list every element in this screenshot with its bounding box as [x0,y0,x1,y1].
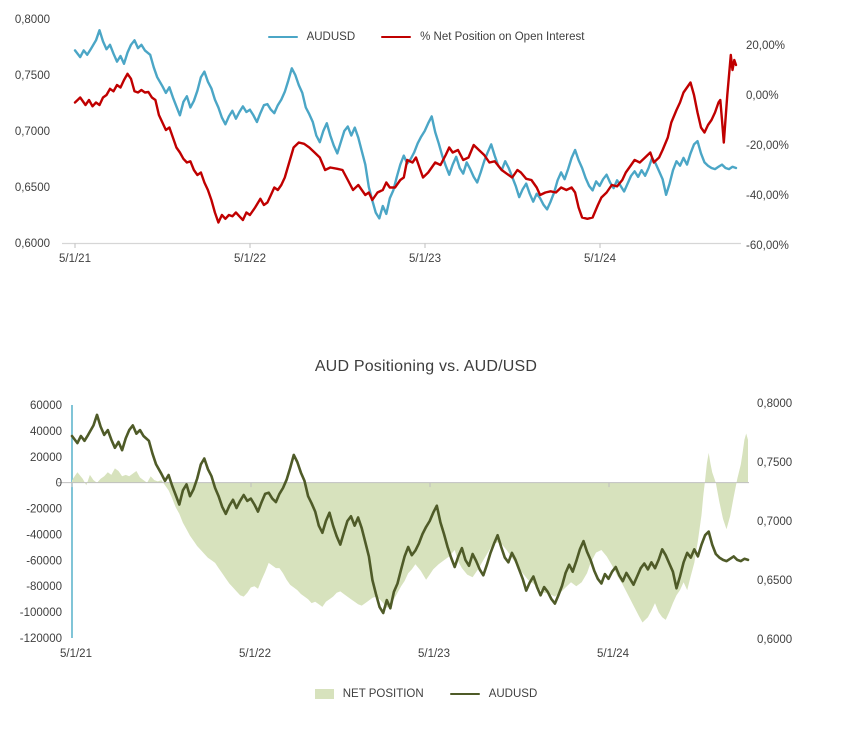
audusd-olive-line-swatch-icon [449,692,480,696]
net-pct-line-swatch-icon [381,35,412,39]
legend-item-net-position: NET POSITION [314,688,424,700]
top-left-axis-label: 0,8000 [15,14,50,26]
legend-item-audusd-bottom: AUDUSD [449,688,538,700]
bottom-right-axis-label: 0,8000 [757,398,792,410]
legend-item-net-pct: % Net Position on Open Interest [381,31,584,43]
legend-label-net-position: NET POSITION [342,688,424,700]
top-right-axis-label: -20,00% [746,140,789,152]
audusd-olive-line [70,413,750,615]
top-left-axis-label: 0,6500 [15,182,50,194]
net-position-area [72,433,748,623]
top-left-axis-label: 0,6000 [15,238,50,250]
bottom-x-tick-label: 5/1/21 [60,648,92,660]
top-right-axis-label: 0,00% [746,90,779,102]
bottom-left-axis-label: 0 [56,478,62,490]
net-pct-line [73,53,738,224]
bottom-left-axis-label: 40000 [30,426,62,438]
top-x-tick-label: 5/1/24 [584,253,617,265]
audusd-line [73,29,738,220]
bottom-right-axis-label: 0,7000 [757,516,792,528]
top-x-tick-label: 5/1/21 [59,253,91,265]
top-chart-legend: AUDUSD % Net Position on Open Interest [0,31,852,43]
bottom-left-axis-label: 20000 [30,452,62,464]
top-right-axis-label: -60,00% [746,240,789,252]
audusd-vs-netpct-chart: 5/1/21 5/1/22 5/1/23 5/1/24 0,8000 0,7500 0,70… [15,14,789,265]
top-x-tick-label: 5/1/23 [409,253,441,265]
bottom-left-axis-label: -80000 [26,581,62,593]
bottom-left-axis-label: -40000 [26,529,62,541]
bottom-chart-title: AUD Positioning vs. AUD/USD [314,358,538,375]
bottom-left-axis-label: -120000 [20,633,62,645]
bottom-right-axis-label: 0,6000 [757,634,792,646]
bottom-x-tick-label: 5/1/22 [239,648,271,660]
bottom-chart-legend: NET POSITION AUDUSD [0,688,852,700]
top-left-axis-label: 0,7000 [15,126,50,138]
bottom-x-tick-label: 5/1/23 [418,648,450,660]
bottom-x-tick-label: 5/1/24 [597,648,630,660]
legend-label-audusd-bottom: AUDUSD [488,688,538,700]
bottom-left-axis-label: -20000 [26,504,62,516]
aud-positioning-chart: 5/1/21 5/1/22 5/1/23 5/1/24 60000 40000 20000 0… [20,398,792,660]
legend-label-audusd: AUDUSD [306,31,356,43]
top-right-axis-label: 20,00% [746,40,785,52]
bottom-left-axis-label: -100000 [20,607,62,619]
bottom-right-axis-label: 0,6500 [757,575,792,587]
net-position-area-swatch-icon [314,689,334,699]
bottom-right-axis-label: 0,7500 [757,457,792,469]
legend-item-audusd: AUDUSD [267,31,356,43]
bottom-left-axis-label: 60000 [30,400,62,412]
top-x-tick-label: 5/1/22 [234,253,266,265]
audusd-line-swatch-icon [267,35,298,39]
legend-label-net-pct: % Net Position on Open Interest [420,31,585,43]
top-left-axis-label: 0,7500 [15,70,50,82]
bottom-left-axis-label: -60000 [26,555,62,567]
top-right-axis-label: -40,00% [746,190,789,202]
